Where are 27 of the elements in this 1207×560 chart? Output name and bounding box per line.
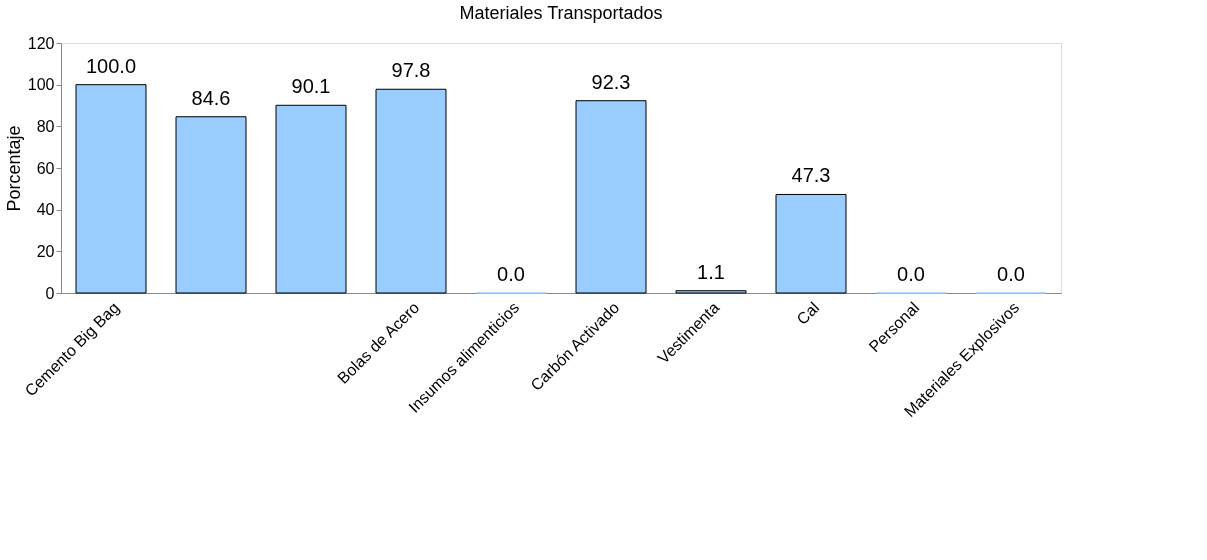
data-label: 0.0 [497,263,525,285]
y-tick-label: 100 [27,76,55,94]
y-tick-label: 60 [36,159,55,177]
bar [675,290,747,294]
data-label: 1.1 [697,260,725,283]
bar [375,88,447,294]
y-tick-label: 120 [27,34,55,52]
y-axis-title: Porcentaje [3,125,24,212]
bar [575,100,647,294]
bar [175,116,247,294]
x-tick-label: Cal [793,298,823,328]
data-label: 90.1 [291,75,331,98]
bar [275,104,347,294]
data-label: 84.6 [191,86,231,109]
bar [75,84,147,294]
data-label: 0.0 [897,263,925,285]
data-label: 92.3 [591,70,631,93]
y-tick-label: 80 [36,117,55,135]
data-label: 0.0 [997,263,1025,285]
data-label: 47.3 [791,164,831,187]
y-tick-label: 0 [45,284,55,302]
data-label: 100.0 [85,54,137,77]
chart-title: Materiales Transportados [459,3,663,23]
y-tick-label: 40 [36,201,55,219]
y-tick-label: 20 [36,242,55,260]
bar [775,193,847,294]
data-label: 97.8 [391,59,431,82]
